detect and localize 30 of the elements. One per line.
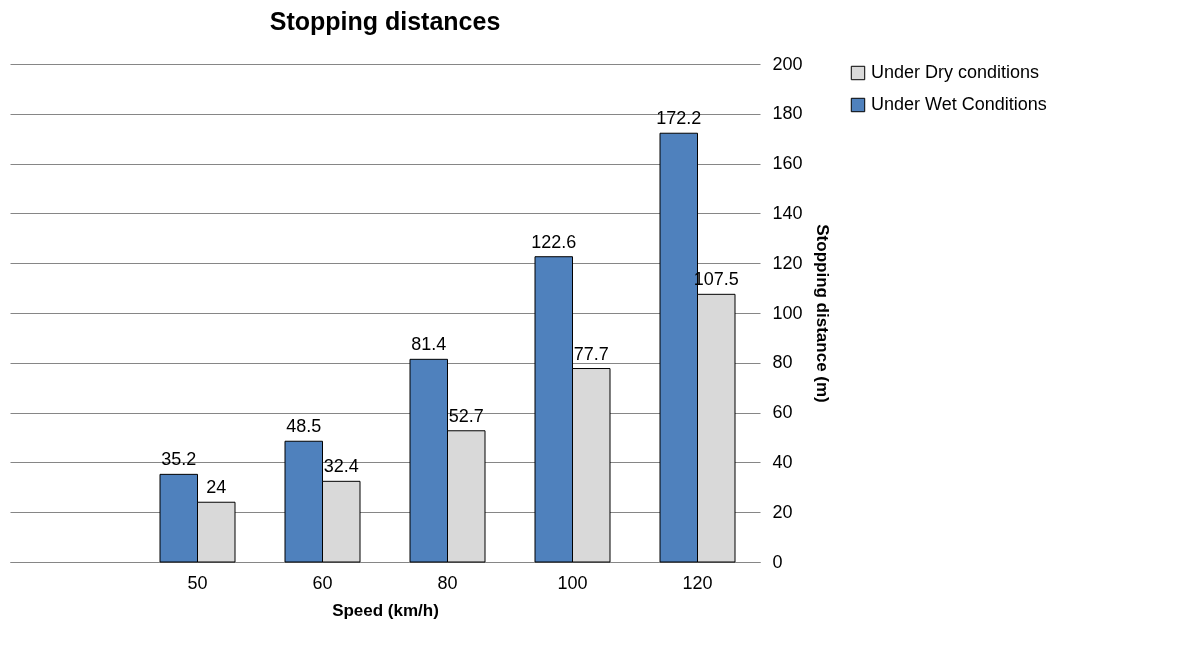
y-tick-label: 80 — [772, 352, 793, 373]
y-tick-label: 180 — [772, 103, 803, 124]
data-label: 24 — [206, 477, 227, 498]
y-tick-label: 120 — [772, 252, 803, 273]
data-label: 52.7 — [448, 405, 484, 426]
data-label: 77.7 — [573, 343, 609, 364]
y-tick-label: 0 — [772, 551, 783, 572]
legend-label: Under Wet Conditions — [871, 94, 1047, 114]
legend-label: Under Dry conditions — [871, 62, 1040, 82]
data-label: 122.6 — [531, 231, 577, 252]
y-tick-label: 60 — [772, 402, 793, 423]
x-tick-label: 80 — [437, 572, 458, 593]
y-tick-label: 20 — [772, 501, 793, 522]
x-tick-label: 50 — [187, 572, 208, 593]
x-tick-label: 120 — [682, 572, 713, 593]
y-tick-label: 140 — [772, 202, 803, 223]
y-tick-label: 40 — [772, 451, 793, 472]
y-axis-title: Stopping distance (m) — [812, 224, 832, 403]
data-label: 81.4 — [411, 334, 447, 355]
data-label: 172.2 — [656, 108, 702, 129]
chart-title: Stopping distances — [269, 7, 501, 35]
y-tick-label: 100 — [772, 302, 803, 323]
x-tick-label: 60 — [312, 572, 333, 593]
y-tick-label: 160 — [772, 153, 803, 174]
data-label: 48.5 — [286, 416, 322, 437]
x-axis-title: Speed (km/h) — [332, 600, 439, 620]
y-tick-label: 200 — [772, 53, 803, 74]
data-label: 35.2 — [161, 449, 197, 470]
x-tick-label: 100 — [557, 572, 588, 593]
data-label: 32.4 — [323, 456, 359, 477]
